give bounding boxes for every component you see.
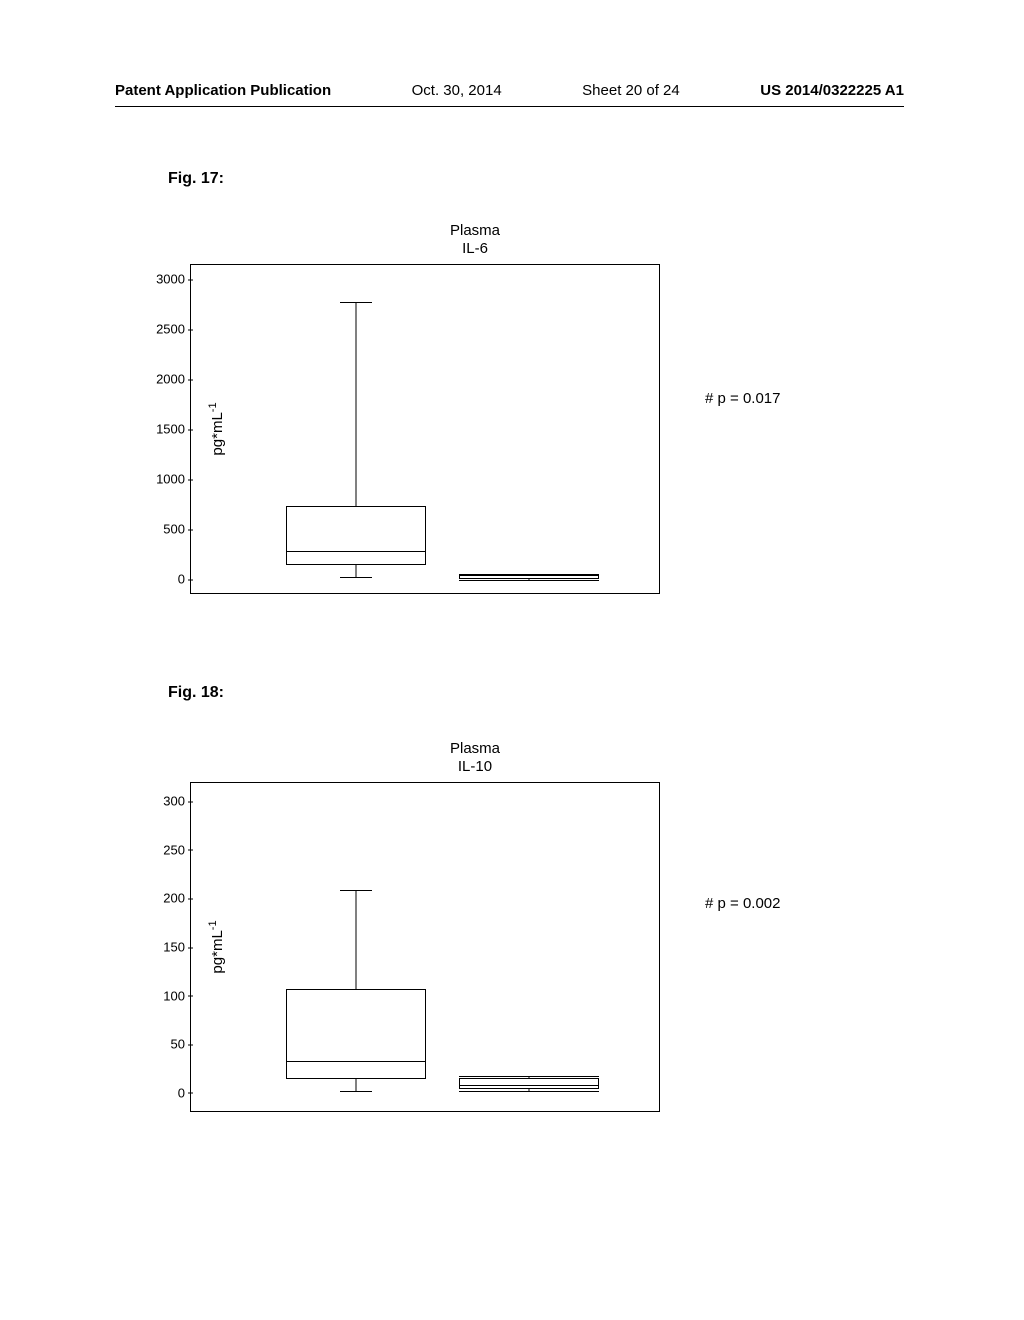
ytick-label: 100 (135, 988, 185, 1003)
chart-18-annotation: # p = 0.002 (705, 895, 780, 912)
chart-18: Plasma IL-10 pg*mL-1 050100150200250300 (130, 740, 760, 1112)
ytick-label: 0 (135, 1085, 185, 1100)
figure-17-label: Fig. 17: (168, 170, 224, 188)
ytick-label: 200 (135, 891, 185, 906)
ytick-label: 250 (135, 842, 185, 857)
chart-18-yticks: 0 50 100 150 200 250 300 (135, 782, 185, 1112)
sheet-number: Sheet 20 of 24 (582, 82, 680, 99)
ytick-label: 150 (135, 940, 185, 955)
chart-17-plot (190, 264, 660, 594)
figure-18-label: Fig. 18: (168, 684, 224, 702)
publication-date: Oct. 30, 2014 (412, 82, 502, 99)
chart-18-plot-wrapper: pg*mL-1 050100150200250300 (190, 782, 760, 1112)
chart-17: Plasma IL-6 pg*mL-1 05001000150020002500… (130, 222, 760, 594)
chart-18-title-line2: IL-10 (458, 758, 492, 775)
ytick-label: 2000 (135, 372, 185, 387)
chart-17-title-line2: IL-6 (462, 240, 488, 257)
header-rule (115, 106, 904, 107)
ytick-label: 1000 (135, 472, 185, 487)
chart-18-plot (190, 782, 660, 1112)
ytick-label: 3000 (135, 272, 185, 287)
patent-header: Patent Application Publication Oct. 30, … (0, 82, 1024, 99)
ytick-label: 0 (135, 572, 185, 587)
chart-17-title: Plasma IL-6 (130, 222, 760, 258)
ytick-label: 50 (135, 1037, 185, 1052)
ytick-label: 2500 (135, 322, 185, 337)
ytick-label: 500 (135, 522, 185, 537)
chart-17-annotation: # p = 0.017 (705, 390, 780, 407)
ytick-label: 300 (135, 794, 185, 809)
publication-number: US 2014/0322225 A1 (760, 82, 904, 99)
chart-17-plot-wrapper: pg*mL-1 050010001500200025003000 (190, 264, 760, 594)
chart-18-title-line1: Plasma (450, 740, 500, 757)
publication-label: Patent Application Publication (115, 82, 331, 99)
chart-17-yticks: 0 500 1000 1500 2000 2500 3000 (135, 264, 185, 594)
chart-18-title: Plasma IL-10 (130, 740, 760, 776)
chart-17-title-line1: Plasma (450, 222, 500, 239)
ytick-label: 1500 (135, 422, 185, 437)
